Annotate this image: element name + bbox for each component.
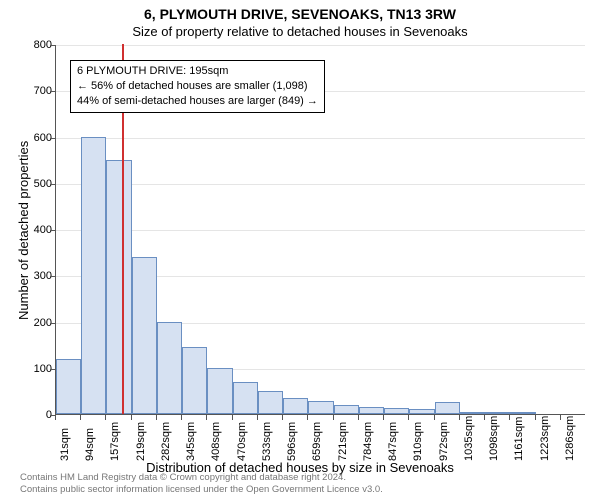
y-tick-mark (50, 184, 55, 185)
x-tick-label: 847sqm (387, 422, 399, 461)
x-tick-mark (80, 415, 81, 420)
y-tick-mark (50, 230, 55, 231)
x-tick-label: 1286sqm (564, 416, 576, 461)
gridline (56, 138, 585, 139)
x-tick-mark (282, 415, 283, 420)
x-tick-mark (181, 415, 182, 420)
x-tick-label: 1098sqm (488, 416, 500, 461)
x-tick-label: 659sqm (311, 422, 323, 461)
histogram-bar (56, 359, 81, 415)
y-tick-mark (50, 369, 55, 370)
x-tick-label: 784sqm (362, 422, 374, 461)
x-tick-label: 345sqm (185, 422, 197, 461)
x-tick-label: 721sqm (337, 422, 349, 461)
x-tick-mark (434, 415, 435, 420)
y-tick-label: 100 (12, 363, 52, 375)
x-tick-label: 282sqm (160, 422, 172, 461)
x-tick-label: 470sqm (236, 422, 248, 461)
histogram-bar (106, 160, 131, 414)
histogram-bar (81, 137, 106, 415)
x-tick-mark (509, 415, 510, 420)
gridline (56, 230, 585, 231)
x-tick-mark (131, 415, 132, 420)
x-tick-mark (535, 415, 536, 420)
reference-info-box: 6 PLYMOUTH DRIVE: 195sqm ← 56% of detach… (70, 60, 325, 113)
x-tick-label: 533sqm (261, 422, 273, 461)
x-tick-mark (383, 415, 384, 420)
x-tick-label: 972sqm (438, 422, 450, 461)
y-tick-label: 600 (12, 132, 52, 144)
histogram-bar (207, 368, 232, 414)
histogram-bar (409, 409, 434, 414)
gridline (56, 45, 585, 46)
x-tick-mark (105, 415, 106, 420)
histogram-bar (258, 391, 283, 414)
x-tick-mark (408, 415, 409, 420)
x-tick-mark (560, 415, 561, 420)
attribution-line2: Contains public sector information licen… (20, 484, 383, 496)
x-tick-mark (55, 415, 56, 420)
attribution-text: Contains HM Land Registry data © Crown c… (20, 472, 383, 496)
histogram-bar (233, 382, 258, 414)
x-tick-mark (206, 415, 207, 420)
y-tick-label: 0 (12, 409, 52, 421)
chart-container: 6, PLYMOUTH DRIVE, SEVENOAKS, TN13 3RW S… (0, 0, 600, 500)
histogram-bar (460, 412, 485, 414)
x-tick-mark (156, 415, 157, 420)
y-tick-label: 200 (12, 317, 52, 329)
x-tick-mark (232, 415, 233, 420)
x-tick-label: 596sqm (286, 422, 298, 461)
y-tick-label: 800 (12, 39, 52, 51)
x-tick-mark (307, 415, 308, 420)
y-tick-label: 700 (12, 85, 52, 97)
title-subtitle: Size of property relative to detached ho… (0, 24, 600, 39)
y-tick-mark (50, 323, 55, 324)
y-tick-label: 500 (12, 178, 52, 190)
x-tick-mark (333, 415, 334, 420)
gridline (56, 184, 585, 185)
histogram-bar (334, 405, 359, 414)
x-tick-mark (358, 415, 359, 420)
x-tick-label: 1223sqm (539, 416, 551, 461)
histogram-bar (157, 322, 182, 415)
histogram-bar (308, 401, 333, 414)
histogram-bar (384, 408, 409, 414)
title-address: 6, PLYMOUTH DRIVE, SEVENOAKS, TN13 3RW (0, 6, 600, 22)
x-tick-label: 408sqm (210, 422, 222, 461)
histogram-bar (283, 398, 308, 414)
histogram-bar (435, 402, 460, 414)
y-tick-label: 300 (12, 270, 52, 282)
x-tick-mark (459, 415, 460, 420)
y-tick-mark (50, 138, 55, 139)
y-tick-mark (50, 91, 55, 92)
y-tick-mark (50, 45, 55, 46)
y-tick-label: 400 (12, 224, 52, 236)
x-tick-mark (257, 415, 258, 420)
x-tick-label: 1161sqm (513, 417, 525, 461)
attribution-line1: Contains HM Land Registry data © Crown c… (20, 472, 383, 484)
histogram-bar (132, 257, 157, 414)
histogram-bar (182, 347, 207, 414)
info-line-size: 6 PLYMOUTH DRIVE: 195sqm (77, 64, 318, 79)
histogram-bar (510, 412, 535, 414)
histogram-bar (359, 407, 384, 414)
x-tick-mark (484, 415, 485, 420)
x-tick-label: 219sqm (135, 422, 147, 461)
x-tick-label: 157sqm (109, 422, 121, 461)
x-tick-label: 910sqm (412, 422, 424, 461)
x-tick-label: 1035sqm (463, 416, 475, 461)
x-tick-label: 31sqm (59, 428, 71, 461)
info-line-larger: 44% of semi-detached houses are larger (… (77, 94, 318, 109)
x-tick-label: 94sqm (84, 428, 96, 461)
y-tick-mark (50, 276, 55, 277)
histogram-bar (485, 412, 510, 414)
info-line-smaller: ← 56% of detached houses are smaller (1,… (77, 79, 318, 94)
